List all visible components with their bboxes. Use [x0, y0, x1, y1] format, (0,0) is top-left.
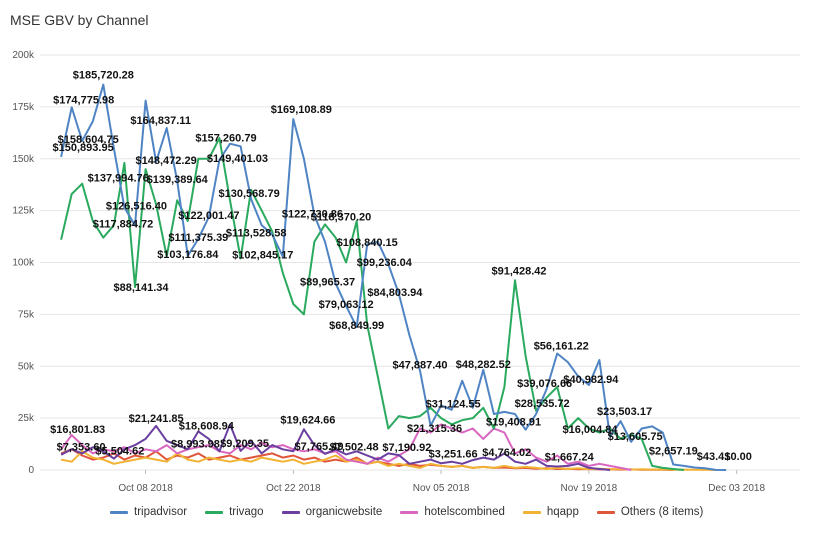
data-label: $130,568.79 — [219, 188, 280, 200]
y-tick-label: 75k — [18, 309, 35, 320]
x-tick-label: Oct 08 2018 — [118, 483, 173, 494]
x-tick-label: Nov 05 2018 — [413, 483, 470, 494]
data-label: $89,965.37 — [300, 276, 355, 288]
data-label: $150,893.95 — [53, 142, 114, 154]
data-label: $137,994.76 — [88, 173, 149, 185]
data-label: $1,667.24 — [545, 452, 595, 464]
data-label: $13,605.75 — [608, 431, 663, 443]
legend-swatch — [400, 510, 419, 514]
chart-title: MSE GBV by Channel — [10, 12, 149, 28]
data-label: $0.00 — [724, 451, 752, 463]
data-label: $122,730.86 — [282, 208, 343, 220]
legend-item-hqapp[interactable]: hqapp — [522, 506, 579, 518]
data-label: $40,982.94 — [563, 374, 619, 386]
legend-swatch — [281, 510, 300, 514]
data-label: $5,504.62 — [95, 446, 144, 458]
data-label: $108,840.15 — [337, 237, 398, 249]
data-label: $88,141.34 — [113, 282, 169, 294]
data-label: $21,241.85 — [129, 413, 184, 425]
data-label: $122,001.47 — [178, 210, 239, 222]
x-tick-label: Dec 03 2018 — [708, 483, 765, 494]
data-label: $139,389.64 — [147, 174, 209, 186]
series-line-trivago — [60, 137, 684, 471]
data-label: $157,260.79 — [195, 133, 256, 145]
data-label: $169,108.89 — [271, 104, 332, 116]
data-label: $126,516.40 — [106, 200, 167, 212]
data-label: $2,657.19 — [649, 445, 698, 457]
data-label: $8,993.98 — [171, 438, 220, 450]
data-label: $118,370.20 — [311, 211, 372, 223]
legend-label: organicwebsite — [305, 506, 383, 518]
data-label: $174,775.98 — [53, 94, 114, 106]
legend-item-hotelscombined[interactable]: hotelscombined — [400, 506, 505, 518]
y-tick-label: 100k — [12, 258, 35, 269]
data-label: $103,176.84 — [157, 249, 219, 261]
data-label: $7,190.92 — [382, 442, 431, 454]
data-label: $68,849.99 — [329, 320, 384, 332]
legend-item-organicwebsite[interactable]: organicwebsite — [281, 506, 383, 518]
legend-label: Others (8 items) — [620, 506, 704, 518]
chart-legend: tripadvisor trivago organicwebsite hotelsco… — [110, 506, 703, 518]
data-label: $7,502.48 — [330, 441, 379, 453]
y-tick-label: 0 — [28, 465, 34, 476]
legend-item-tripadvisor[interactable]: tripadvisor — [110, 506, 187, 518]
data-label: $3,251.66 — [429, 448, 478, 460]
data-label: $39,076.66 — [517, 378, 572, 390]
data-label: $84,803.94 — [367, 287, 423, 299]
data-label: $16,004.84 — [562, 424, 618, 436]
data-label: $48,282.52 — [456, 359, 511, 371]
data-label: $9,209.35 — [220, 438, 269, 450]
y-tick-label: 125k — [12, 206, 35, 217]
legend-label: hotelscombined — [424, 506, 505, 518]
data-label: $102,845.17 — [232, 250, 293, 262]
legend-swatch — [110, 510, 128, 514]
data-label: $23,503.17 — [597, 406, 652, 418]
y-tick-label: 150k — [12, 154, 35, 165]
data-label: $16,801.83 — [50, 424, 105, 436]
legend-label: tripadvisor — [134, 506, 188, 518]
data-label: $56,161.22 — [534, 340, 589, 352]
y-tick-label: 25k — [18, 413, 35, 424]
x-tick-label: Oct 22 2018 — [266, 483, 321, 494]
data-label: $111,375.39 — [168, 232, 228, 244]
series-line-organicwebsite — [60, 423, 611, 471]
data-label: $19,624.66 — [280, 414, 335, 426]
legend-item-trivago[interactable]: trivago — [205, 506, 264, 518]
data-label: $4,764.02 — [482, 447, 531, 459]
data-label: $91,428.42 — [491, 265, 546, 277]
data-label: $7,765.49 — [295, 441, 344, 453]
legend-swatch — [596, 510, 615, 514]
data-label: $113,528.58 — [226, 227, 287, 239]
data-label: $158,604.75 — [58, 134, 119, 146]
legend-swatch — [522, 510, 541, 514]
data-label: $117,884.72 — [93, 218, 154, 230]
legend-label: hqapp — [546, 506, 579, 518]
data-label: $47,887.40 — [392, 360, 447, 372]
data-label: $164,837.11 — [130, 115, 191, 127]
data-label: $185,720.28 — [73, 70, 134, 82]
series-line-tripadvisor — [60, 83, 727, 471]
data-label: $43.41 — [697, 451, 731, 463]
y-tick-label: 200k — [12, 50, 35, 61]
legend-swatch — [205, 510, 224, 514]
series-line-hotelscombined — [60, 423, 632, 471]
data-label: $148,472.29 — [136, 155, 197, 167]
data-label: $7,353.60 — [57, 442, 106, 454]
data-label: $31,124.55 — [426, 398, 481, 410]
data-label: $21,315.36 — [407, 423, 462, 435]
x-tick-label: Nov 19 2018 — [561, 483, 618, 494]
data-label: $19,408.91 — [486, 417, 541, 429]
y-tick-label: 175k — [12, 102, 35, 113]
legend-label: trivago — [229, 506, 264, 518]
legend-item-others[interactable]: Others (8 items) — [596, 506, 704, 518]
data-label: $149,401.03 — [207, 153, 268, 165]
y-tick-label: 50k — [18, 361, 35, 372]
data-label: $18,608.94 — [179, 420, 235, 432]
data-label: $28,535.72 — [515, 398, 570, 410]
data-label: $99,236.04 — [357, 257, 413, 269]
data-label: $79,063.12 — [319, 299, 374, 311]
